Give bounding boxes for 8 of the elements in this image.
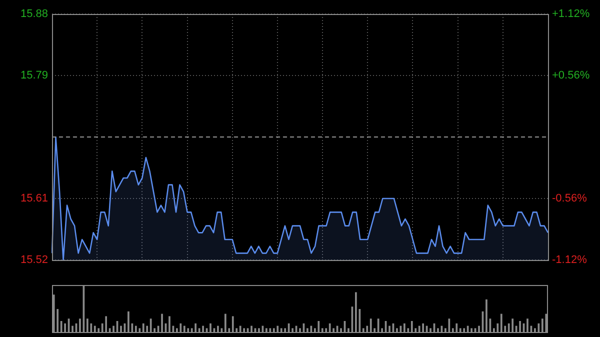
y-tick-label: 15.61: [20, 192, 48, 205]
y-tick-label: 15.52: [20, 254, 48, 266]
y2-tick-label: +1.12%: [552, 8, 590, 20]
y-tick-label: 15.79: [20, 70, 48, 82]
y2-tick-label: -1.12%: [552, 254, 588, 266]
y2-tick-label: -0.56%: [552, 192, 588, 205]
y-tick-label: 15.88: [20, 8, 48, 20]
y2-tick-label: +0.56%: [552, 70, 590, 82]
